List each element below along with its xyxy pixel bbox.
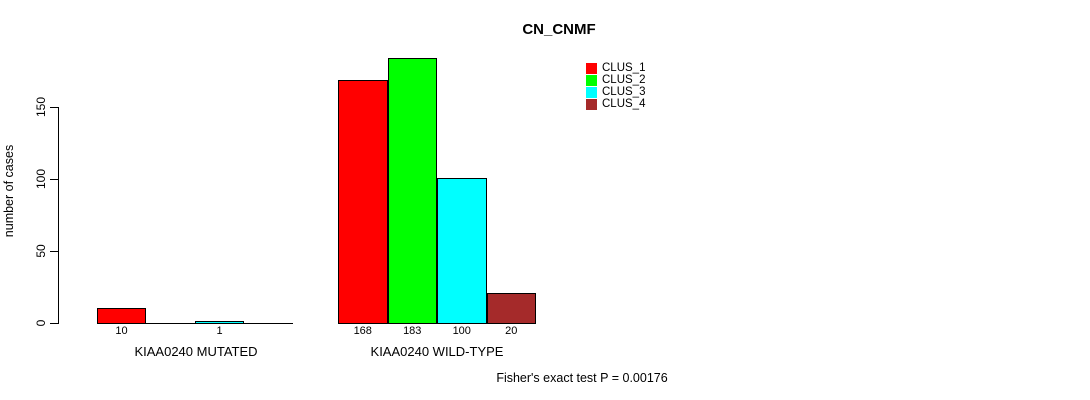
y-axis-label: number of cases <box>2 144 16 238</box>
y-tick-mark <box>50 323 58 324</box>
legend-label-clus-3: CLUS_3 <box>602 86 646 98</box>
y-tick-mark <box>50 251 58 252</box>
legend-swatch-clus-4 <box>586 99 597 110</box>
y-tick-label: 100 <box>34 168 48 190</box>
bar-clus-1-wild-type <box>338 80 388 324</box>
bar-clus-4-wild-type <box>486 293 536 324</box>
bar-value-label: 1 <box>216 325 223 337</box>
bar-clus-3-mutated <box>195 320 244 324</box>
chart-title: CN_CNMF <box>522 21 596 38</box>
y-tick-mark <box>50 107 58 108</box>
legend-label-clus-1: CLUS_1 <box>602 62 646 74</box>
bar-clus-3-wild-type <box>437 178 487 324</box>
category-label-wild-type: KIAA0240 WILD-TYPE <box>370 344 504 359</box>
bar-clus-2-wild-type <box>387 58 437 324</box>
y-tick-label: 50 <box>34 244 48 258</box>
y-tick-mark <box>50 179 58 180</box>
legend-swatch-clus-3 <box>586 87 597 98</box>
bar-value-label: 183 <box>403 325 422 337</box>
bar-value-label: 10 <box>115 325 128 337</box>
bar-value-label: 20 <box>505 325 518 337</box>
category-label-mutated: KIAA0240 MUTATED <box>134 344 258 359</box>
legend-swatch-clus-2 <box>586 75 597 86</box>
bar-clus-1-mutated <box>97 307 146 324</box>
fisher-test-annotation: Fisher's exact test P = 0.00176 <box>496 371 668 385</box>
y-tick-label: 0 <box>34 319 48 327</box>
bar-value-label: 100 <box>452 325 471 337</box>
bar-value-label: 168 <box>353 325 372 337</box>
legend-swatch-clus-1 <box>586 63 597 74</box>
legend-label-clus-2: CLUS_2 <box>602 74 646 86</box>
y-axis-line <box>58 107 59 324</box>
y-tick-label: 150 <box>34 96 48 118</box>
legend-label-clus-4: CLUS_4 <box>602 98 646 110</box>
